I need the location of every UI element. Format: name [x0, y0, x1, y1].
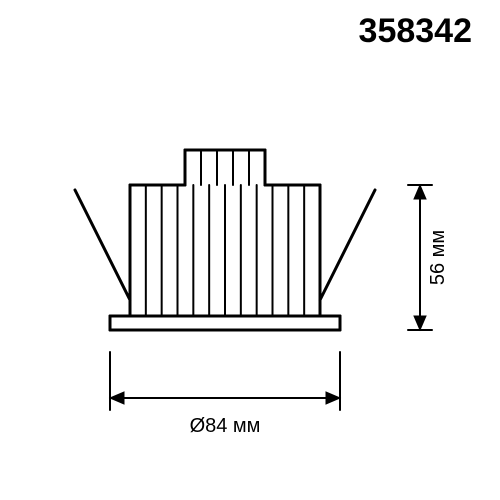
svg-text:56 мм: 56 мм	[427, 230, 449, 285]
fixture-diagram: Ø84 мм 56 мм	[0, 0, 500, 500]
svg-text:Ø84 мм: Ø84 мм	[190, 415, 261, 437]
technical-drawing: 358342 Ø84 мм 56 мм	[0, 0, 500, 500]
product-code: 358342	[359, 12, 472, 51]
